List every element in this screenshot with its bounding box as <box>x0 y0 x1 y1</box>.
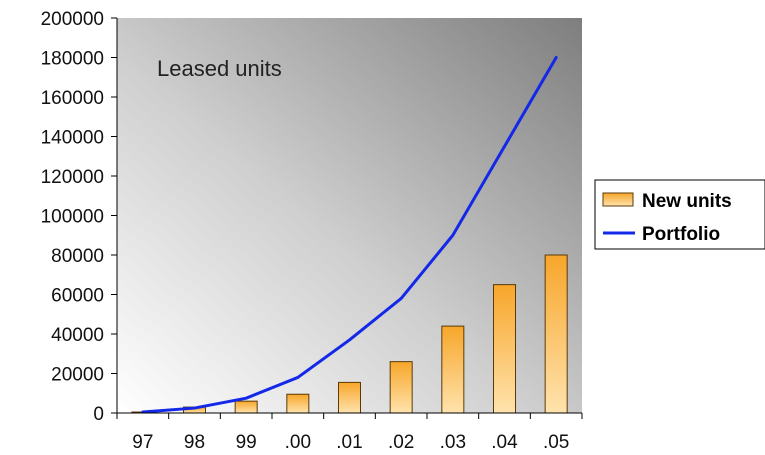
x-tick-label: .05 <box>543 432 569 453</box>
legend-label-portfolio: Portfolio <box>642 224 720 245</box>
x-tick-labels: 97 98 99 .00 .01 .02 .03 .04 .05 <box>116 413 583 453</box>
y-tick-label: 0 <box>93 404 104 425</box>
bar-new-units <box>441 325 465 414</box>
bar-new-units <box>234 400 258 414</box>
x-tick-label: 97 <box>132 432 153 453</box>
legend: New units Portfolio <box>594 179 765 250</box>
line-series-portfolio <box>141 56 558 414</box>
y-tick-label: 160000 <box>41 88 104 109</box>
bar-new-units <box>286 393 310 414</box>
x-tick-label: 99 <box>236 432 257 453</box>
y-tick-label: 120000 <box>41 167 104 188</box>
x-tick-label: 98 <box>184 432 205 453</box>
x-tick-label: .00 <box>285 432 311 453</box>
y-tick-label: 180000 <box>41 49 104 70</box>
x-tick-label: .03 <box>440 432 466 453</box>
y-tick-label: 20000 <box>51 365 104 386</box>
x-tick-label: .01 <box>336 432 362 453</box>
bar-new-units <box>544 254 568 414</box>
y-tick-label: 40000 <box>51 325 104 346</box>
chart-title: Leased units <box>157 56 282 81</box>
x-tick-label: .02 <box>388 432 414 453</box>
y-tick-label: 60000 <box>51 286 104 307</box>
legend-label-new-units: New units <box>642 191 732 212</box>
x-tick-label: .04 <box>491 432 518 453</box>
y-tick-label: 80000 <box>51 246 104 267</box>
y-tick-label: 200000 <box>41 9 104 30</box>
y-tick-labels: 0 20000 40000 60000 80000 100000 120000 140000 1… <box>41 9 117 425</box>
y-tick-label: 100000 <box>41 207 104 228</box>
bar-new-units <box>493 284 516 414</box>
legend-swatch-new-units <box>602 192 634 207</box>
bar-new-units <box>389 361 413 414</box>
y-tick-label: 140000 <box>41 128 104 149</box>
bar-new-units <box>338 381 361 414</box>
legend-box <box>594 179 765 250</box>
